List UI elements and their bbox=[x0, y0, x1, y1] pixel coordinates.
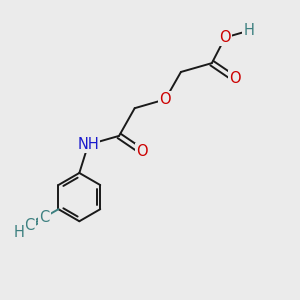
Text: O: O bbox=[219, 30, 231, 45]
Text: O: O bbox=[136, 144, 148, 159]
Text: H: H bbox=[14, 224, 24, 239]
Text: C: C bbox=[25, 218, 35, 233]
Text: C: C bbox=[39, 210, 50, 225]
Text: O: O bbox=[160, 92, 171, 107]
Text: H: H bbox=[243, 23, 254, 38]
Text: NH: NH bbox=[77, 137, 99, 152]
Text: O: O bbox=[229, 71, 241, 86]
